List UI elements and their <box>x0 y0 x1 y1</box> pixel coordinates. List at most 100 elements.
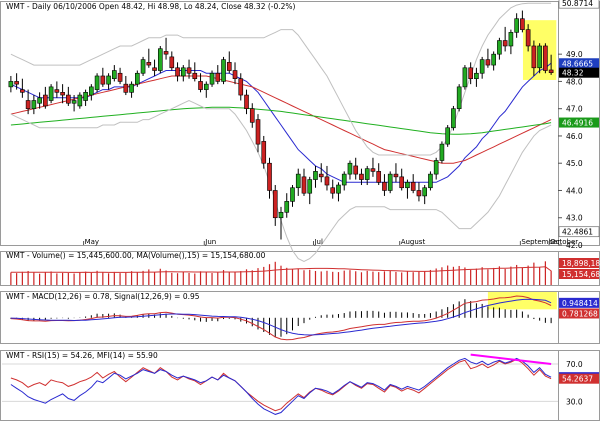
rsi-trendline <box>470 353 552 365</box>
candle-body <box>129 83 134 93</box>
price-right-label: 50.8714 <box>562 0 593 8</box>
macd-signal-line <box>10 298 552 336</box>
candle-body <box>324 176 330 186</box>
volume-right-label: 18,898,180 <box>562 259 600 268</box>
candle-body <box>422 187 427 197</box>
candle-body <box>100 75 106 85</box>
candle-body <box>77 94 83 107</box>
candle-body <box>278 211 284 219</box>
candle-body <box>186 67 192 74</box>
price-y-tick-label: 47.0 <box>566 105 583 114</box>
candle-body <box>261 141 267 164</box>
candle-body <box>267 162 272 191</box>
candle-body <box>543 45 548 71</box>
macd-right-label: 0.781268 <box>562 309 598 318</box>
x-tick-label: October <box>550 238 578 246</box>
candle-body <box>60 92 65 96</box>
candle-body <box>307 179 313 194</box>
macd-right-label-bg <box>559 308 599 319</box>
price-right-label-bg <box>558 0 600 9</box>
candle-body <box>20 89 25 93</box>
candle-body <box>244 94 249 109</box>
macd-highlight-box <box>487 292 557 310</box>
volume-layer <box>10 261 552 285</box>
candle-body <box>89 86 94 96</box>
candle-body <box>272 190 278 219</box>
candle-body <box>209 72 215 85</box>
volume-right-label-bg <box>559 258 599 268</box>
volume-panel-header: WMT - Volume() = 15,445,600.00, MA(Volum… <box>6 251 266 260</box>
rsi-series-line <box>10 357 552 415</box>
candle-body <box>548 69 554 74</box>
rsi-right-label-bg <box>559 373 599 384</box>
candle-body <box>439 143 445 161</box>
candle-body <box>364 168 370 180</box>
panel-frames <box>0 1 600 421</box>
candle-body <box>301 176 307 194</box>
candle-body <box>232 70 238 79</box>
price-panel-header: WMT - Daily 06/10/2006 Open 48.42, Hi 48… <box>6 2 296 11</box>
candle-body <box>491 53 496 66</box>
price-y-tick-label: 49.0 <box>566 50 583 59</box>
candle-body <box>117 72 123 82</box>
price-right-label-bg <box>558 226 600 238</box>
price-y-tick-label: 43.0 <box>566 214 583 223</box>
volume-right-label-bg <box>559 269 599 279</box>
price-y-tick-label: 44.0 <box>566 186 583 195</box>
candle-body <box>416 190 422 197</box>
candle-body <box>520 18 525 30</box>
candle-body <box>359 173 364 180</box>
candle-body <box>410 181 416 191</box>
candle-body <box>31 100 37 109</box>
candle-body <box>48 86 54 101</box>
indicator-lines-layer <box>10 2 552 262</box>
candle-body <box>347 162 353 175</box>
candle-body <box>341 173 347 186</box>
volume-ma-line <box>10 266 552 273</box>
candle-body <box>485 59 491 66</box>
candle-body <box>525 29 531 47</box>
candle-body <box>203 83 209 90</box>
candle-body <box>514 18 519 33</box>
candle-body <box>192 72 198 79</box>
price-right-label: 42.4861 <box>562 228 593 237</box>
candle-body <box>537 45 542 69</box>
rsi-series-line <box>10 358 552 412</box>
candle-body <box>399 176 405 189</box>
candle-body <box>353 165 359 175</box>
candle-body <box>376 171 382 183</box>
candle-body <box>336 184 341 194</box>
rsi-axis-label: 30.0 <box>566 397 583 406</box>
candle-body <box>152 67 157 71</box>
candle-body <box>433 160 439 175</box>
candle-body <box>94 75 100 90</box>
x-tick-label: Jun <box>204 238 216 246</box>
macd-right-label: 0.948414 <box>562 299 598 308</box>
candle-body <box>290 187 295 202</box>
candle-body <box>238 78 244 96</box>
candle-body <box>508 32 514 47</box>
candle-body <box>445 127 450 145</box>
macd-layer <box>10 292 557 341</box>
candle-body <box>83 92 88 101</box>
candle-body <box>474 72 479 79</box>
x-tick-label: September <box>521 238 560 246</box>
price-right-label-bg <box>559 67 599 78</box>
candle-body <box>313 171 318 180</box>
candle-body <box>295 173 301 189</box>
candle-body <box>428 173 433 189</box>
candle-body <box>387 173 393 191</box>
candle-body <box>249 108 255 123</box>
candle-body <box>8 81 14 88</box>
price-right-label: 48.6665 <box>562 59 593 68</box>
candle-body <box>255 119 261 145</box>
candle-body <box>25 100 31 109</box>
candle-body <box>382 181 387 191</box>
rsi-axis-label: 70.0 <box>566 360 583 369</box>
candle-body <box>43 94 48 107</box>
candle-body <box>37 97 42 104</box>
macd-panel-header: WMT - MACD(12,26) = 0.78, Signal(12,26,9… <box>6 292 200 301</box>
candle-body <box>405 181 410 189</box>
candle-body <box>451 108 456 129</box>
